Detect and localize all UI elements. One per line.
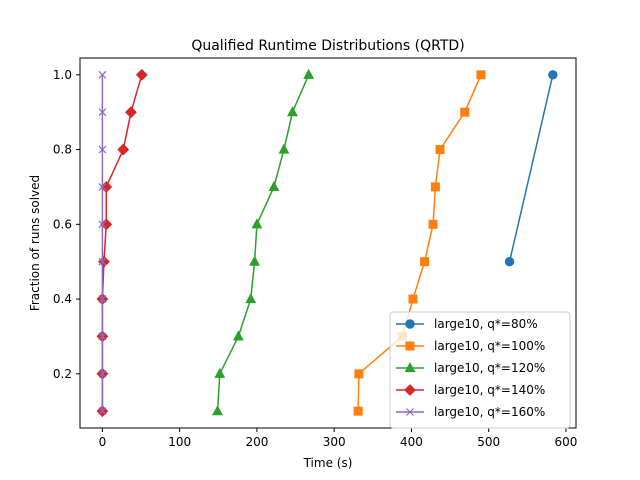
data-point <box>476 70 486 80</box>
data-point <box>98 257 107 266</box>
data-point <box>430 182 440 192</box>
x-tick-label: 500 <box>477 435 500 449</box>
data-point <box>435 145 445 155</box>
x-tick-label: 200 <box>245 435 268 449</box>
data-point <box>98 145 107 154</box>
x-tick-label: 600 <box>555 435 578 449</box>
y-axis-label: Fraction of runs solved <box>28 175 42 311</box>
data-point <box>354 369 364 379</box>
legend-label: large10, q*=160% <box>434 405 545 419</box>
data-point <box>98 255 110 268</box>
y-tick-label: 1.0 <box>53 68 72 82</box>
legend-item: large10, q*=140% <box>396 383 545 397</box>
legend-marker <box>404 361 416 373</box>
legend: large10, q*=80% large10, q*=100% large10, … <box>389 311 571 429</box>
series-1 <box>504 70 558 267</box>
y-tick-label: 0.8 <box>53 143 72 157</box>
legend-marker <box>404 384 416 396</box>
x-axis-label: Time (s) <box>303 456 353 470</box>
data-point <box>98 220 107 229</box>
y-tick-label: 0.6 <box>53 217 72 231</box>
series-4 <box>96 68 148 418</box>
legend-label: large10, q*=120% <box>434 361 545 375</box>
x-tick-label: 100 <box>168 435 191 449</box>
data-point <box>98 108 107 117</box>
chart-title: Qualified Runtime Distributions (QRTD) <box>191 38 464 54</box>
data-point <box>420 257 430 267</box>
legend-label: large10, q*=140% <box>434 383 545 397</box>
series-5 <box>98 70 107 416</box>
data-point <box>98 369 107 378</box>
data-point <box>98 183 107 191</box>
data-point <box>98 332 107 341</box>
y-tick-label: 0.2 <box>53 367 72 381</box>
data-point <box>353 406 363 416</box>
legend-marker <box>406 408 414 416</box>
data-point <box>212 405 223 416</box>
x-tick-label: 0 <box>99 435 107 449</box>
series-3 <box>212 68 315 416</box>
data-point <box>278 143 290 154</box>
x-axis: 0 100 200 300 400 500 600 <box>99 428 578 449</box>
data-point <box>504 256 515 267</box>
legend-item: large10, q*=80% <box>396 317 538 331</box>
data-point <box>98 407 107 416</box>
legend-item: large10, q*=100% <box>396 339 545 353</box>
legend-box <box>389 311 571 429</box>
data-point <box>268 180 280 192</box>
series-line <box>508 74 554 262</box>
data-point <box>428 219 438 229</box>
x-tick-label: 300 <box>323 435 346 449</box>
data-point <box>251 218 263 229</box>
y-tick-label: 0.4 <box>53 292 72 306</box>
data-point <box>214 367 226 378</box>
data-point <box>232 330 244 341</box>
legend-marker <box>405 341 415 351</box>
data-point <box>408 294 418 304</box>
series-line <box>357 74 482 412</box>
y-axis: 0.2 0.4 0.6 0.8 1.0 <box>53 68 80 381</box>
data-point <box>117 143 130 156</box>
data-point <box>249 255 261 266</box>
legend-label: large10, q*=80% <box>434 317 538 331</box>
data-point <box>135 68 148 81</box>
x-tick-label: 400 <box>400 435 423 449</box>
data-point <box>245 293 257 304</box>
legend-item: large10, q*=160% <box>396 405 545 419</box>
data-point <box>98 295 107 303</box>
data-point <box>98 70 107 79</box>
data-point <box>460 107 470 117</box>
data-point <box>303 68 315 79</box>
legend-item: large10, q*=120% <box>396 361 545 375</box>
data-point <box>125 106 137 119</box>
series-line <box>216 74 310 412</box>
legend-label: large10, q*=100% <box>434 339 545 353</box>
legend-marker <box>405 319 415 329</box>
series-line <box>101 74 143 412</box>
data-point <box>287 106 298 117</box>
data-point <box>548 70 558 80</box>
axes-frame <box>79 57 577 429</box>
